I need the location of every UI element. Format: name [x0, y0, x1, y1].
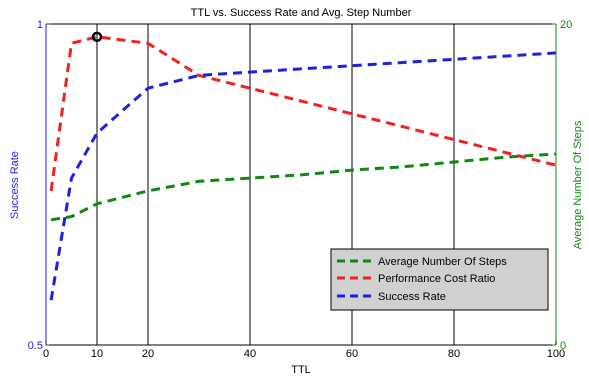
legend-box: [330, 248, 549, 311]
x-axis-label: TTL: [291, 364, 311, 376]
legend-label-success-rate: Success Rate: [378, 291, 446, 303]
x-tick-label-60: 60: [346, 348, 358, 360]
y-left-tick-label-1: 1: [37, 19, 43, 31]
y-axis-left-label: Success Rate: [9, 151, 21, 219]
x-tick-label-100: 100: [547, 348, 565, 360]
legend: Average Number Of Steps Performance Cost…: [330, 248, 549, 311]
x-tick-label-40: 40: [244, 348, 256, 360]
x-tick-label-10: 10: [91, 348, 103, 360]
marker-layer: [91, 31, 103, 43]
y-left-tick-label-0.5: 0.5: [28, 340, 43, 352]
x-tick-label-20: 20: [142, 348, 154, 360]
chart-title: TTL vs. Success Rate and Avg. Step Numbe…: [191, 7, 412, 19]
series-line-success-rate: [49, 51, 557, 301]
x-tick-label-0: 0: [43, 348, 49, 360]
x-tick-label-80: 80: [448, 348, 460, 360]
series-line-average-steps: [50, 152, 557, 222]
y-right-tick-label-20: 20: [560, 19, 572, 31]
y-right-tick-label-0: 0: [560, 340, 566, 352]
legend-label-performance-cost-ratio: Performance Cost Ratio: [378, 273, 495, 285]
peak-marker: [91, 31, 103, 43]
y-axis-right-label: Average Number Of Steps: [572, 120, 584, 249]
legend-label-average-steps: Average Number Of Steps: [378, 256, 507, 268]
